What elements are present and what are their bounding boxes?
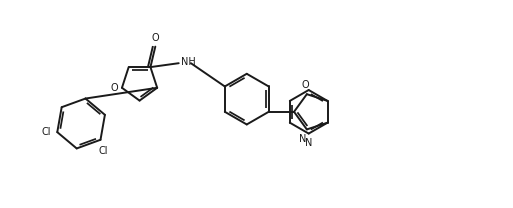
Text: O: O	[302, 80, 309, 90]
Text: NH: NH	[181, 57, 195, 67]
Text: Cl: Cl	[98, 146, 108, 156]
Text: O: O	[110, 83, 118, 93]
Text: O: O	[151, 33, 159, 43]
Text: Cl: Cl	[42, 127, 51, 137]
Text: N: N	[299, 134, 307, 144]
Text: N: N	[305, 139, 312, 149]
